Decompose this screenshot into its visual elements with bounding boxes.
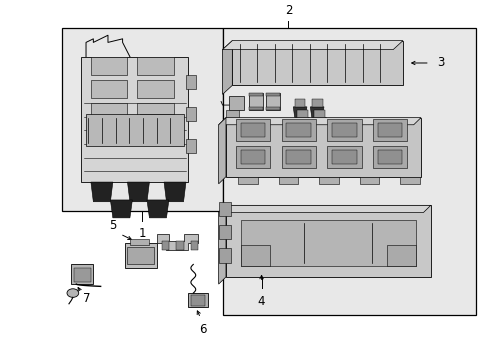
Bar [91,103,127,121]
Polygon shape [222,41,232,94]
Bar [228,96,243,111]
Polygon shape [312,118,326,129]
Bar [130,239,149,245]
Bar [188,293,207,307]
Bar [286,123,310,137]
Bar [294,99,305,107]
Bar [232,41,402,85]
Bar [377,150,402,164]
Bar [311,99,322,107]
Bar [399,177,419,184]
Bar [218,225,230,239]
Polygon shape [127,182,149,202]
Bar [225,118,420,177]
Polygon shape [218,118,420,125]
Bar [137,80,173,98]
Bar [377,123,402,137]
Text: 6: 6 [199,324,206,337]
Bar [278,177,298,184]
Text: 7: 7 [82,292,90,305]
Bar [125,243,157,268]
Bar [359,177,378,184]
Polygon shape [222,41,402,50]
Bar [249,107,262,111]
Bar [222,28,475,315]
Circle shape [67,289,79,297]
Polygon shape [218,205,430,212]
Bar [91,57,127,75]
Bar [331,150,356,164]
Bar [266,93,279,111]
Polygon shape [293,107,306,118]
Bar [74,268,91,282]
Bar [71,264,93,284]
Bar [86,114,183,146]
Bar [185,139,195,153]
Bar [218,202,230,216]
Bar [314,110,325,118]
Polygon shape [310,107,324,118]
Polygon shape [295,118,309,129]
Bar [331,123,356,137]
Bar [176,241,183,250]
Bar [185,107,195,121]
Bar [249,93,262,96]
Bar [218,248,230,263]
Bar [249,93,262,111]
Bar [225,205,430,277]
Bar [140,114,173,135]
Bar [281,146,315,168]
Polygon shape [157,234,198,250]
Bar [235,120,269,141]
Polygon shape [218,205,225,284]
Bar [327,146,361,168]
Bar [372,146,407,168]
Bar [240,150,264,164]
Bar [386,245,415,266]
Bar [327,120,361,141]
Bar [190,241,198,250]
Polygon shape [218,118,225,184]
Bar [61,28,222,211]
Bar [238,177,257,184]
Bar [137,57,173,75]
Bar [286,150,310,164]
Bar [81,57,188,182]
Text: 2: 2 [284,4,291,17]
Bar [190,295,205,306]
Text: 3: 3 [436,57,444,69]
Polygon shape [91,182,113,202]
Bar [226,111,238,121]
Bar [240,220,415,266]
Bar [161,241,168,250]
Bar [281,120,315,141]
Text: 1: 1 [138,227,145,240]
Polygon shape [163,182,185,202]
Bar [127,247,154,264]
Bar [266,93,279,96]
Bar [266,107,279,111]
Bar [319,177,338,184]
Bar [235,146,269,168]
Bar [372,120,407,141]
Polygon shape [110,200,132,218]
Text: 4: 4 [257,295,265,308]
Bar [240,245,269,266]
Bar [91,80,127,98]
Bar [297,110,307,118]
Text: 5: 5 [109,219,116,232]
Polygon shape [147,200,168,218]
Bar [185,75,195,89]
Bar [137,103,173,121]
Bar [240,123,264,137]
